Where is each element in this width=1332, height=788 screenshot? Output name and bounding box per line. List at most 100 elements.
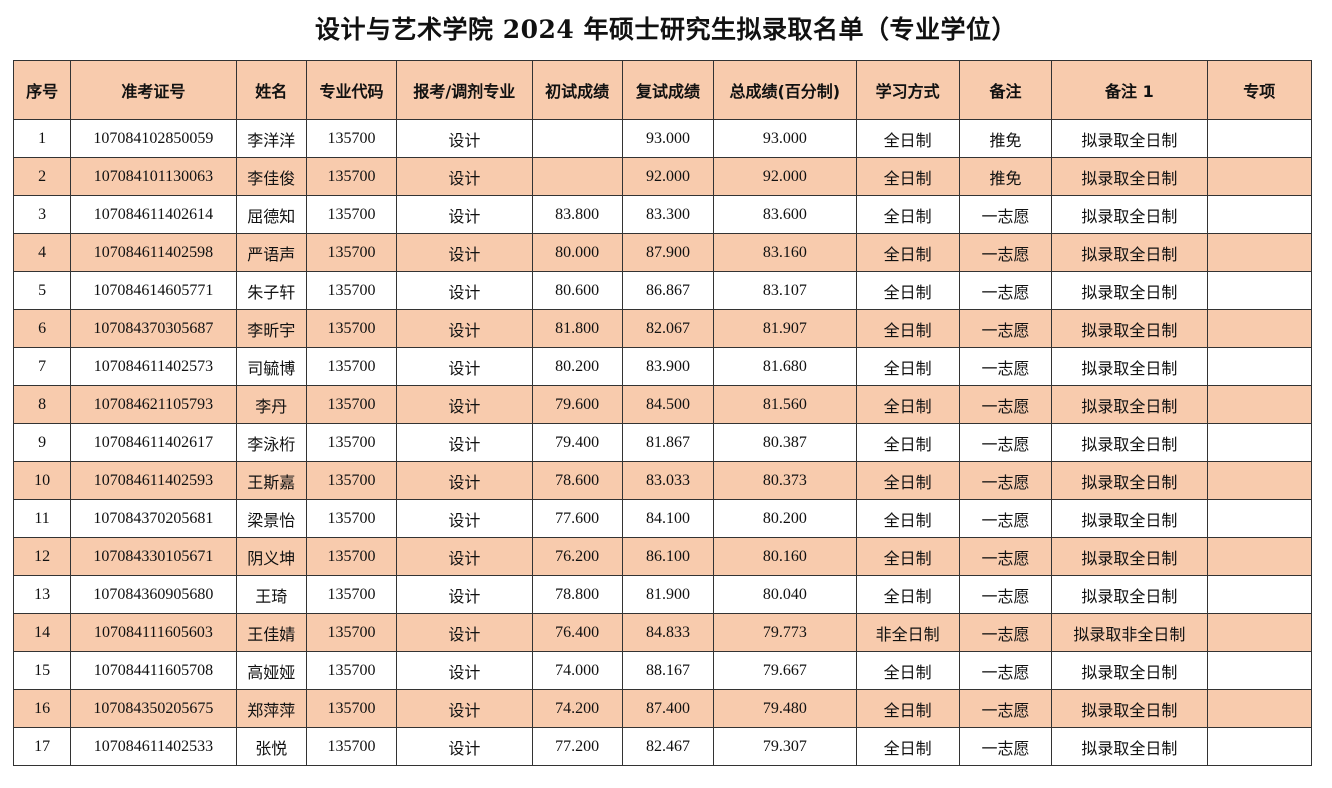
table-cell: 14 (12, 613, 72, 652)
table-cell: 80.373 (713, 461, 857, 500)
table-cell: 拟录取全日制 (1051, 575, 1208, 614)
table-cell: 83.107 (713, 271, 857, 310)
table-cell: 87.400 (621, 689, 715, 728)
table-cell: 司毓博 (235, 347, 307, 386)
table-cell: 79.480 (713, 689, 857, 728)
column-header: 总成绩(百分制) (713, 60, 857, 120)
table-cell: 93.000 (713, 119, 857, 158)
table-cell: 梁景怡 (235, 499, 307, 538)
table-cell (1206, 233, 1313, 272)
admission-table: 序号 准考证号 姓名 专业代码 报考/调剂专业 初试成绩 复试成绩 总成绩(百分制) 学习方式备… (12, 60, 1313, 766)
table-cell: 4 (12, 233, 72, 272)
table-cell: 推免 (958, 119, 1053, 158)
table-cell: 77.600 (531, 499, 623, 538)
table-cell: 135700 (305, 195, 398, 234)
table-cell: 88.167 (621, 651, 715, 690)
table-cell: 86.100 (621, 537, 715, 576)
table-cell: 13 (12, 575, 72, 614)
table-row: 9 107084611402617 李泳桁 135700 设计 79.400 81.867 8… (12, 423, 1313, 462)
table-body: 1 107084102850059 李洋洋 135700 设计 93.000 93.000 全… (12, 119, 1313, 766)
table-cell: 81.867 (621, 423, 715, 462)
table-row: 15 107084411605708 高娅娅 135700 设计 74.000 88.167… (12, 651, 1313, 690)
table-cell: 高娅娅 (235, 651, 307, 690)
column-header: 姓名 (235, 60, 307, 120)
table-cell: 全日制 (855, 651, 960, 690)
table-cell: 张悦 (235, 727, 307, 766)
table-cell: 拟录取全日制 (1051, 309, 1208, 348)
table-cell: 拟录取非全日制 (1051, 613, 1208, 652)
column-header: 复试成绩 (621, 60, 715, 120)
table-cell: 7 (12, 347, 72, 386)
table-cell: 王琦 (235, 575, 307, 614)
table-cell: 76.200 (531, 537, 623, 576)
table-cell: 设计 (396, 461, 533, 500)
table-cell: 135700 (305, 613, 398, 652)
table-cell: 135700 (305, 499, 398, 538)
table-cell: 设计 (396, 499, 533, 538)
table-cell: 一志愿 (958, 689, 1053, 728)
table-cell: 76.400 (531, 613, 623, 652)
table-cell: 135700 (305, 233, 398, 272)
table-cell (1206, 537, 1313, 576)
table-cell (1206, 499, 1313, 538)
table-cell: 设计 (396, 575, 533, 614)
table-cell: 王佳婧 (235, 613, 307, 652)
table-cell: 一志愿 (958, 347, 1053, 386)
table-cell: 11 (12, 499, 72, 538)
table-cell: 李泳桁 (235, 423, 307, 462)
table-cell: 135700 (305, 537, 398, 576)
table-cell: 135700 (305, 309, 398, 348)
table-cell: 81.680 (713, 347, 857, 386)
table-row: 3 107084611402614 屈德知 135700 设计 83.800 83.300 8… (12, 195, 1313, 234)
table-cell: 80.387 (713, 423, 857, 462)
column-header: 序号 (12, 60, 72, 120)
table-cell: 79.307 (713, 727, 857, 766)
table-cell: 一志愿 (958, 195, 1053, 234)
table-cell: 83.900 (621, 347, 715, 386)
table-cell (1206, 271, 1313, 310)
table-cell: 一志愿 (958, 233, 1053, 272)
table-cell (1206, 651, 1313, 690)
table-cell (1206, 347, 1313, 386)
table-cell: 81.560 (713, 385, 857, 424)
table-cell: 81.900 (621, 575, 715, 614)
table-cell: 3 (12, 195, 72, 234)
table-cell: 135700 (305, 385, 398, 424)
table-cell: 107084350205675 (70, 689, 237, 728)
column-header: 专项 (1206, 60, 1313, 120)
table-cell: 86.867 (621, 271, 715, 310)
table-cell: 78.800 (531, 575, 623, 614)
table-cell: 87.900 (621, 233, 715, 272)
table-cell: 拟录取全日制 (1051, 689, 1208, 728)
table-cell (1206, 195, 1313, 234)
table-cell: 设计 (396, 119, 533, 158)
table-cell: 107084621105793 (70, 385, 237, 424)
table-cell: 77.200 (531, 727, 623, 766)
table-cell: 李昕宇 (235, 309, 307, 348)
table-cell: 设计 (396, 537, 533, 576)
table-cell: 74.200 (531, 689, 623, 728)
table-cell: 107084360905680 (70, 575, 237, 614)
table-cell: 9 (12, 423, 72, 462)
table-cell: 135700 (305, 727, 398, 766)
table-cell: 84.100 (621, 499, 715, 538)
table-cell: 非全日制 (855, 613, 960, 652)
table-cell: 107084370305687 (70, 309, 237, 348)
table-cell: 107084330105671 (70, 537, 237, 576)
table-row: 4 107084611402598 严语声 135700 设计 80.000 87.900 8… (12, 233, 1313, 272)
table-cell: 84.833 (621, 613, 715, 652)
table-cell: 80.200 (531, 347, 623, 386)
table-cell: 全日制 (855, 119, 960, 158)
table-cell: 16 (12, 689, 72, 728)
table-cell: 设计 (396, 157, 533, 196)
table-cell: 80.600 (531, 271, 623, 310)
table-cell: 135700 (305, 461, 398, 500)
column-header: 备注 (958, 60, 1053, 120)
table-cell: 8 (12, 385, 72, 424)
table-cell: 一志愿 (958, 537, 1053, 576)
table-cell: 82.067 (621, 309, 715, 348)
table-cell (531, 157, 623, 196)
table-cell: 设计 (396, 423, 533, 462)
table-row: 8 107084621105793 李丹 135700 设计 79.600 84.500 81… (12, 385, 1313, 424)
table-cell: 设计 (396, 309, 533, 348)
